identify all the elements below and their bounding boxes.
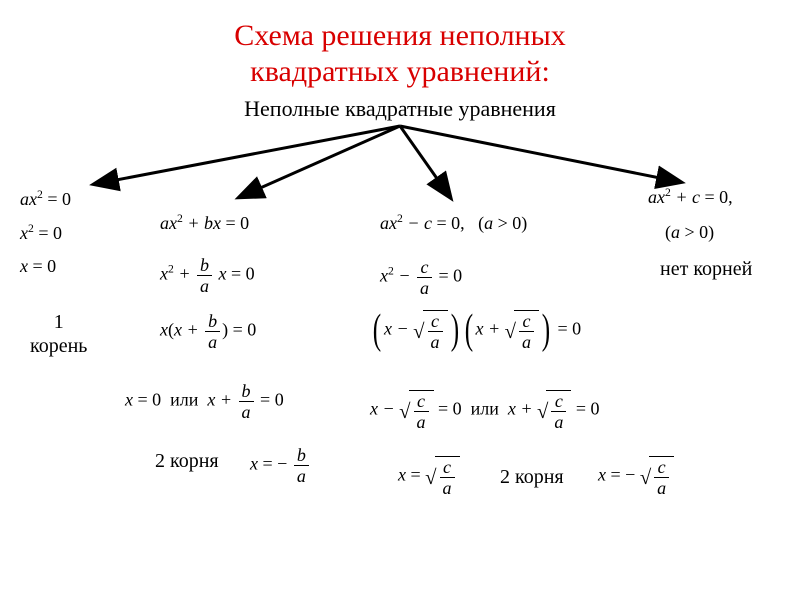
title-line-1: Схема решения неполных bbox=[234, 19, 566, 52]
col3-eq5b: x = − ca bbox=[598, 456, 674, 497]
col1-eq2: x2 = 0 bbox=[20, 222, 62, 244]
col3-eq3: (x − ca)(x + ca) = 0 bbox=[370, 310, 581, 351]
col3-eq1: ax2 − c = 0, (a > 0) bbox=[380, 212, 527, 234]
col1-label: 1корень bbox=[30, 310, 87, 358]
col2-label: 2 корня bbox=[155, 450, 219, 473]
col2-eq5: x = − ba bbox=[250, 446, 311, 485]
col3-label: 2 корня bbox=[500, 466, 564, 489]
col2-eq3: x(x + ba) = 0 bbox=[160, 312, 256, 351]
col3-eq5a: x = ca bbox=[398, 456, 460, 497]
col4-eq2: (a > 0) bbox=[665, 222, 714, 243]
col3-eq2: x2 − ca = 0 bbox=[380, 258, 462, 297]
subtitle: Неполные квадратные уравнения bbox=[0, 96, 800, 122]
col4-eq1: ax2 + c = 0, bbox=[648, 186, 733, 208]
col4-label: нет корней bbox=[660, 258, 752, 281]
col2-eq1: ax2 + bx = 0 bbox=[160, 212, 249, 234]
col1-eq3: x = 0 bbox=[20, 256, 56, 277]
col1-eq1: ax2 = 0 bbox=[20, 188, 71, 210]
or-word-2: или bbox=[471, 399, 499, 419]
col2-eq4: x = 0 или x + ba = 0 bbox=[125, 382, 284, 421]
col2-eq2: x2 + ba x = 0 bbox=[160, 256, 255, 295]
col3-eq4: x − ca = 0 или x + ca = 0 bbox=[370, 390, 600, 431]
or-word-1: или bbox=[170, 390, 198, 410]
title-line-2: квадратных уравнений: bbox=[250, 55, 550, 88]
page-title: Схема решения неполных квадратных уравне… bbox=[0, 0, 800, 90]
